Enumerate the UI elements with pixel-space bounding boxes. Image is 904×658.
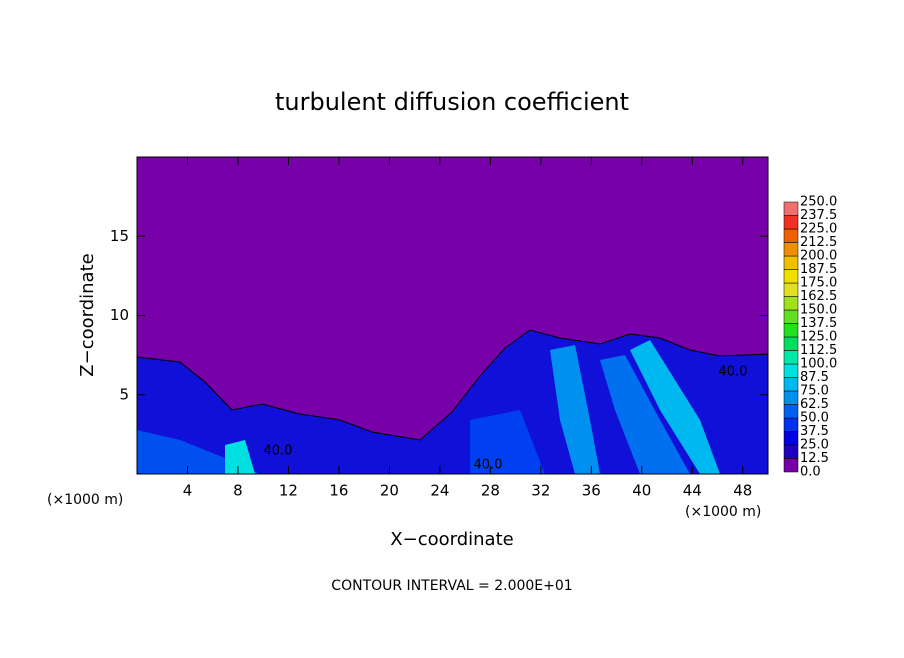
colorbar-swatch (783, 269, 799, 284)
colorbar-swatch (783, 417, 799, 432)
colorbar-label: 250.0 (800, 195, 837, 210)
x-tick-label: 40 (632, 482, 651, 500)
colorbar-swatch (783, 255, 799, 270)
x-unit-left: (×1000 m) (47, 492, 123, 508)
colorbar-swatch (783, 201, 799, 216)
colorbar-label: 37.5 (800, 424, 829, 439)
colorbar-swatch (783, 215, 799, 230)
x-tick-label: 24 (430, 482, 449, 500)
x-tick-label: 36 (582, 482, 601, 500)
colorbar-label: 75.0 (800, 384, 829, 399)
field-region (470, 410, 545, 474)
y-axis-title: Z−coordinate (77, 253, 98, 376)
annotation: CONTOUR INTERVAL = 2.000E+01 (331, 578, 572, 594)
colorbar-label: 200.0 (800, 249, 837, 264)
colorbar-label: 162.5 (800, 289, 837, 304)
colorbar-label: 50.0 (800, 411, 829, 426)
x-tick-label: 28 (481, 482, 500, 500)
colorbar-label: 100.0 (800, 357, 837, 372)
colorbar-swatch (783, 336, 799, 351)
colorbar-label: 112.5 (800, 343, 837, 358)
colorbar-swatch (783, 350, 799, 365)
colorbar-swatch (783, 296, 799, 311)
x-axis-title: X−coordinate (390, 529, 513, 550)
colorbar-swatch (783, 309, 799, 324)
x-tick-label: 12 (279, 482, 298, 500)
colorbar-label: 62.5 (800, 397, 829, 412)
colorbar-label: 237.5 (800, 208, 837, 223)
colorbar-swatch (783, 458, 799, 473)
contour-label: 40.0 (264, 444, 293, 459)
x-tick-label: 8 (233, 482, 243, 500)
contour-label: 40.0 (474, 458, 503, 473)
colorbar-swatch (783, 242, 799, 257)
colorbar-swatch (783, 323, 799, 338)
colorbar-label: 212.5 (800, 235, 837, 250)
colorbar-swatch (783, 404, 799, 419)
y-tick-label: 10 (110, 306, 129, 324)
colorbar-label: 175.0 (800, 276, 837, 291)
colorbar-label: 25.0 (800, 438, 829, 453)
x-tick-label: 48 (733, 482, 752, 500)
colorbar-label: 12.5 (800, 451, 829, 466)
x-tick-label: 44 (683, 482, 702, 500)
colorbar-swatch (783, 390, 799, 405)
colorbar-label: 150.0 (800, 303, 837, 318)
colorbar-swatch (783, 228, 799, 243)
x-unit-right: (×1000 m) (685, 504, 761, 520)
colorbar-label: 125.0 (800, 330, 837, 345)
x-tick-label: 32 (531, 482, 550, 500)
colorbar-label: 0.0 (800, 465, 821, 480)
colorbar-label: 137.5 (800, 316, 837, 331)
field-region (600, 355, 690, 474)
colorbar-swatch (783, 431, 799, 446)
colorbar-swatch (783, 282, 799, 297)
x-tick-label: 4 (183, 482, 193, 500)
x-tick-label: 16 (329, 482, 348, 500)
turbulent-layer (136, 329, 769, 475)
colorbar-swatch (783, 444, 799, 459)
colorbar-swatch (783, 377, 799, 392)
chart-title: turbulent diffusion coefficient (275, 88, 629, 116)
y-tick-label: 5 (119, 385, 129, 403)
field-region (225, 440, 255, 474)
field-region (550, 345, 600, 474)
colorbar-label: 87.5 (800, 370, 829, 385)
x-tick-label: 20 (380, 482, 399, 500)
colorbar-label: 187.5 (800, 262, 837, 277)
colorbar-swatch (783, 363, 799, 378)
field-region (630, 340, 720, 474)
y-tick-label: 15 (110, 227, 129, 245)
contour-label: 40.0 (719, 365, 748, 380)
colorbar-label: 225.0 (800, 222, 837, 237)
